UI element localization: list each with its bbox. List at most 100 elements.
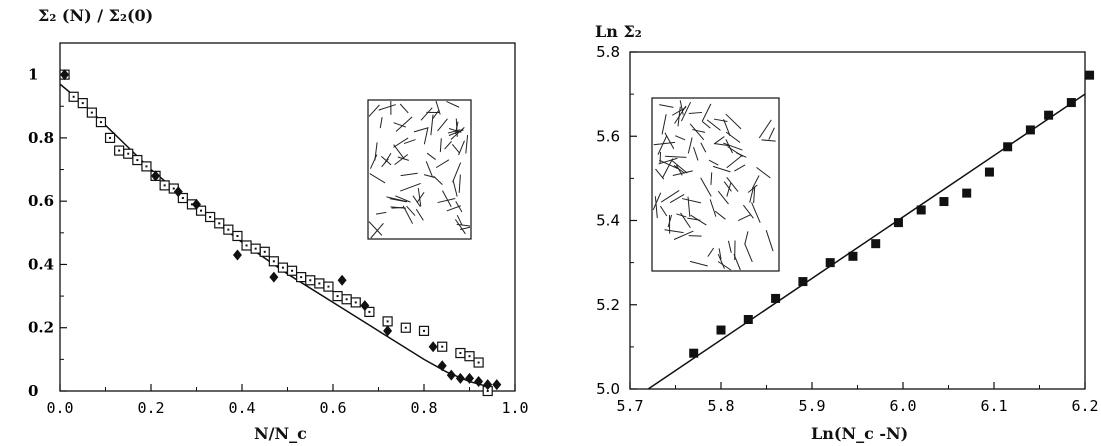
right-inset-stick: [687, 217, 701, 221]
right-y-tick-label: 5.8: [596, 43, 620, 61]
left-open-square-dot: [263, 250, 266, 253]
left-inset-stick: [420, 107, 433, 121]
left-open-square-dot: [254, 247, 257, 250]
left-inset-stick: [437, 118, 448, 132]
right-inset-stick: [761, 139, 776, 142]
right-inset-stick: [664, 229, 684, 234]
right-inset-stick: [657, 135, 668, 155]
right-inset-stick: [725, 131, 741, 143]
left-diamond-point: [269, 271, 279, 283]
right-inset-stick: [727, 146, 743, 157]
right-inset-stick: [714, 210, 726, 220]
right-square-point: [771, 293, 781, 303]
left-inset-stick: [437, 198, 456, 204]
right-square-point: [939, 197, 949, 207]
left-inset-stick: [448, 128, 462, 133]
left-inset-stick: [446, 205, 461, 212]
right-inset-stick: [652, 192, 662, 210]
left-y-tick-label: 0: [28, 382, 38, 400]
left-inset-stick: [465, 134, 469, 154]
right-inset-stick: [708, 159, 719, 166]
left-open-square-dot: [190, 203, 193, 206]
right-square-point: [1066, 98, 1076, 108]
left-diamond-point: [232, 249, 242, 261]
left-inset-stick: [379, 117, 383, 129]
right-inset-stick: [725, 139, 733, 154]
right-inset-stick: [662, 158, 674, 178]
left-inset-stick: [393, 144, 405, 160]
left-inset-stick: [399, 103, 409, 114]
right-inset-stick: [737, 214, 752, 222]
right-inset-stick: [687, 137, 693, 154]
right-inset-stick: [753, 186, 756, 204]
right-inset-stick: [689, 260, 708, 267]
right-square-point: [893, 218, 903, 228]
left-x-tick-label: 0.8: [410, 399, 437, 417]
left-inset-stick: [444, 141, 452, 150]
right-inset-stick: [679, 100, 684, 115]
right-square-point: [916, 205, 926, 215]
right-inset-stick: [726, 155, 743, 169]
right-inset-stick: [658, 157, 678, 165]
left-open-square-dot: [245, 244, 248, 247]
left-diamond-point: [465, 372, 474, 384]
left-inset-stick: [375, 211, 387, 215]
right-inset-stick: [661, 189, 680, 203]
left-y-tick-label: 1: [28, 66, 38, 84]
right-inset-stick: [654, 196, 658, 219]
left-inset-stick: [403, 139, 416, 145]
right-inset-stick: [717, 253, 725, 269]
right-square-point: [984, 167, 994, 177]
left-open-square-dot: [318, 282, 321, 285]
right-inset-stick: [723, 142, 743, 151]
left-inset-stick: [447, 129, 461, 134]
right-square-point: [871, 239, 881, 249]
right-inset-stick: [688, 235, 702, 237]
right-inset-stick: [693, 146, 699, 161]
right-inset-stick: [744, 231, 749, 244]
left-diamond-point: [360, 300, 370, 312]
right-inset-stick: [701, 103, 712, 122]
left-diamond-point: [60, 69, 70, 81]
right-x-axis-label: Ln(N_c -N): [811, 424, 909, 443]
right-inset-stick: [712, 165, 731, 173]
right-inset-stick: [672, 170, 693, 176]
left-open-square-dot: [327, 285, 330, 288]
left-open-square-dot: [368, 310, 371, 313]
right-inset-stick: [727, 240, 732, 253]
left-y-tick-label: 0.8: [28, 129, 54, 147]
left-diamond-point: [437, 360, 447, 372]
right-inset-stick: [701, 121, 711, 129]
left-inset-stick: [432, 109, 440, 119]
right-inset-stick: [676, 213, 687, 218]
right-square-point: [1003, 142, 1013, 152]
left-open-square-dot: [468, 355, 471, 358]
right-inset-stick: [709, 199, 717, 217]
left-inset-stick: [451, 144, 460, 154]
right-inset-stick: [713, 136, 725, 145]
right-square-point: [825, 258, 835, 268]
right-inset-stick: [689, 123, 705, 141]
left-diamond-point: [483, 379, 493, 391]
left-inset-stick: [402, 205, 414, 224]
left-inset-stick: [458, 174, 461, 193]
right-inset-stick: [659, 159, 678, 169]
left-diamond-point: [446, 369, 456, 381]
left-open-square-dot: [281, 266, 284, 269]
left-diamond-point: [173, 186, 183, 198]
left-open-square-dot: [291, 269, 294, 272]
left-inset-stick: [417, 187, 422, 207]
left-inset-stick: [369, 173, 386, 184]
left-inset-stick: [452, 162, 462, 183]
left-inset-stick: [395, 116, 413, 132]
right-inset-stick: [700, 177, 712, 197]
right-y-tick-label: 5.6: [596, 127, 620, 145]
left-inset-stick: [455, 118, 458, 137]
right-inset-stick: [692, 129, 706, 133]
left-inset-stick: [435, 100, 441, 115]
left-inset-frame: [367, 99, 472, 240]
left-diamond-point: [383, 325, 393, 337]
left-inset-stick: [406, 205, 416, 216]
left-open-square-dot: [99, 121, 102, 124]
right-inset-stick: [710, 172, 713, 185]
